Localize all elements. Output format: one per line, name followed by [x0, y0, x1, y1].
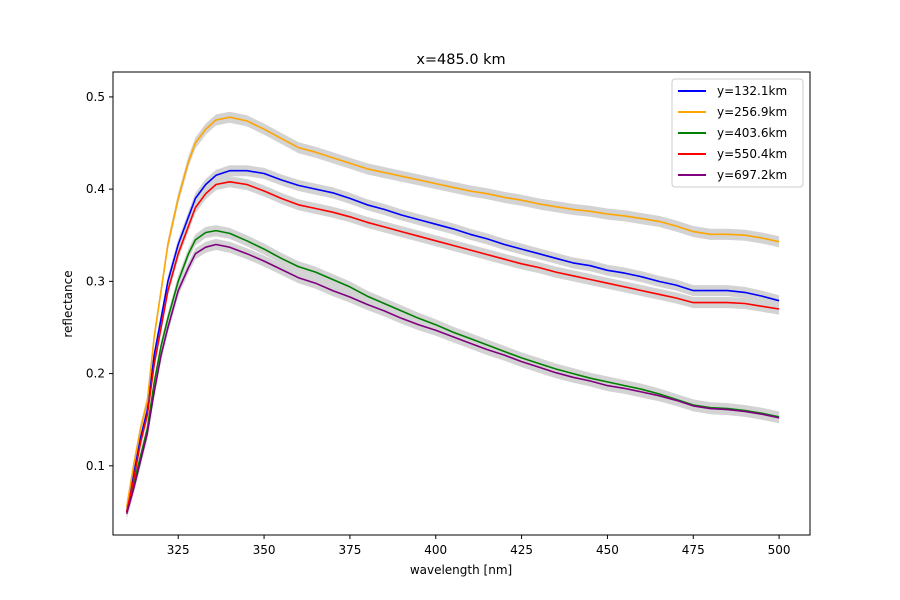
uncertainty-band-y-550-4km	[126, 176, 780, 518]
y-tick-label: 0.2	[86, 367, 105, 381]
series-line-y-256-9km	[125, 116, 780, 508]
legend-label: y=697.2km	[717, 168, 787, 182]
y-tick-label: 0.5	[86, 90, 105, 104]
x-tick-label: 375	[338, 543, 361, 557]
series-line-y-403-6km	[125, 229, 780, 513]
series-line-y-697-2km	[125, 243, 780, 515]
series-line-y-132-1km	[125, 169, 780, 513]
legend-label: y=403.6km	[717, 126, 787, 140]
plot-frame	[112, 71, 811, 536]
x-axis: 325 350 375 400 425 450 475 500	[167, 535, 791, 557]
x-tick-label: 425	[510, 543, 533, 557]
series-lines	[125, 116, 780, 515]
x-tick-label: 475	[682, 543, 705, 557]
y-axis-label: reflectance	[61, 270, 75, 337]
x-tick-label: 350	[253, 543, 276, 557]
x-tick-label: 400	[424, 543, 447, 557]
x-tick-label: 450	[596, 543, 619, 557]
legend-label: y=256.9km	[717, 105, 787, 119]
legend: y=132.1km y=256.9km y=403.6km y=550.4km y=69…	[671, 78, 804, 188]
y-tick-label: 0.3	[86, 274, 105, 288]
uncertainty-band-y-403-6km	[126, 225, 780, 518]
legend-label: y=132.1km	[717, 84, 787, 98]
y-axis: 0.1 0.2 0.3 0.4 0.5	[86, 90, 113, 473]
x-tick-label: 500	[768, 543, 791, 557]
y-tick-label: 0.1	[86, 459, 105, 473]
legend-box	[671, 78, 804, 188]
uncertainty-band-y-697-2km	[126, 238, 780, 520]
legend-label: y=550.4km	[717, 147, 787, 161]
uncertainty-band-y-256-9km	[126, 111, 780, 513]
y-tick-label: 0.4	[86, 182, 105, 196]
chart-title: x=485.0 km	[416, 52, 505, 68]
series-line-y-550-4km	[125, 181, 780, 513]
x-tick-label: 325	[167, 543, 190, 557]
uncertainty-bands	[126, 111, 780, 520]
x-axis-label: wavelength [nm]	[410, 563, 512, 577]
